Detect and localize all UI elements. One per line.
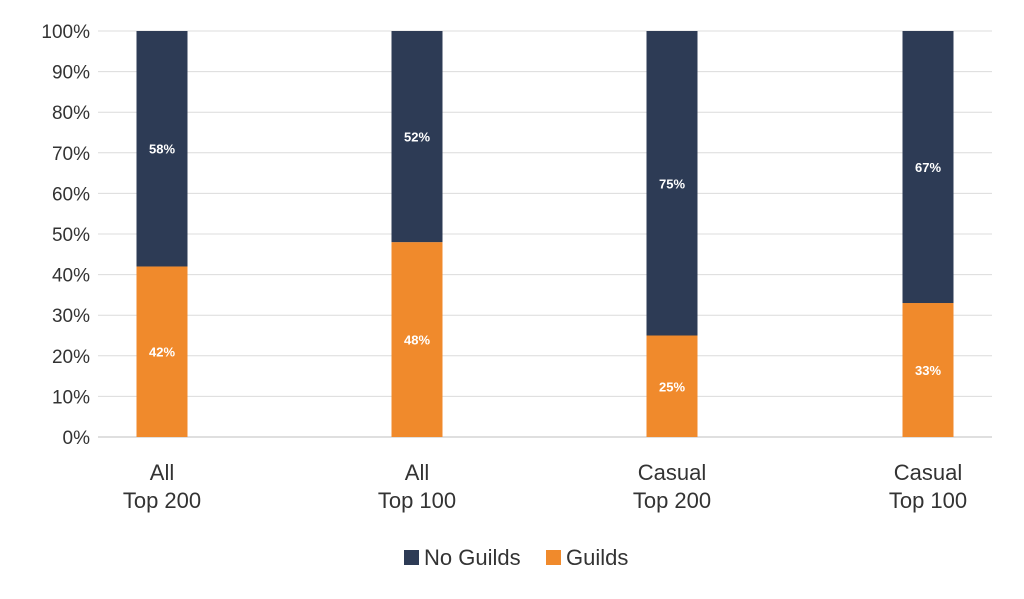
data-label: 58%: [149, 142, 175, 157]
bar-guilds: [391, 242, 443, 437]
y-tick-label: 10%: [52, 387, 90, 408]
bar-no-guilds: [902, 31, 954, 304]
data-label: 48%: [404, 333, 430, 348]
x-tick-label: All Top 200: [123, 460, 201, 513]
y-tick-label: 50%: [52, 225, 90, 246]
bars: [136, 31, 954, 437]
legend: No Guilds Guilds: [404, 545, 628, 570]
x-tick-label: Casual Top 100: [889, 460, 967, 513]
y-tick-label: 80%: [52, 103, 90, 124]
legend-swatch: [546, 550, 561, 565]
y-tick-label: 90%: [52, 63, 90, 84]
data-label: 75%: [659, 176, 685, 191]
y-tick-label: 40%: [52, 266, 90, 287]
bar-guilds: [646, 335, 698, 437]
legend-swatch: [404, 550, 419, 565]
y-tick-label: 100%: [41, 22, 90, 43]
data-label: 25%: [659, 379, 685, 394]
data-labels: 42% 58% 48% 52% 25% 75% 33% 67%: [149, 130, 941, 395]
legend-label: No Guilds: [424, 545, 521, 570]
data-label: 33%: [915, 363, 941, 378]
gridlines: [98, 30, 992, 438]
x-tick-label: Casual Top 200: [633, 460, 711, 513]
y-tick-label: 60%: [52, 184, 90, 205]
y-tick-label: 0%: [63, 428, 91, 449]
data-label: 52%: [404, 130, 430, 145]
legend-label: Guilds: [566, 545, 628, 570]
x-tick-label: All Top 100: [378, 460, 456, 513]
bar-no-guilds: [646, 31, 698, 336]
bar-no-guilds: [136, 31, 188, 267]
data-label: 67%: [915, 160, 941, 175]
y-axis-ticks: 0% 10% 20% 30% 40% 50% 60% 70% 80% 90% 100%: [41, 22, 90, 449]
bar-guilds: [136, 266, 188, 437]
x-axis-ticks: All Top 200 All Top 100 Casual Top 200 Casual T…: [123, 460, 967, 513]
y-tick-label: 70%: [52, 144, 90, 165]
bar-no-guilds: [391, 31, 443, 243]
data-label: 42%: [149, 345, 175, 360]
y-tick-label: 30%: [52, 306, 90, 327]
y-tick-label: 20%: [52, 347, 90, 368]
bar-guilds: [902, 303, 954, 437]
